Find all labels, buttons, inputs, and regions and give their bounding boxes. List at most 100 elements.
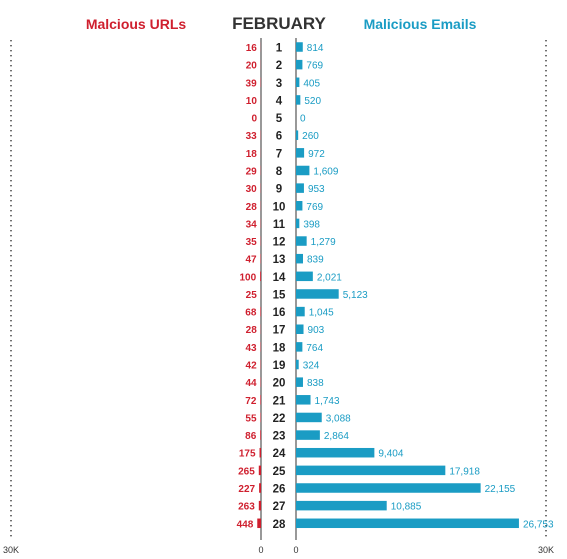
url-value-label: 29 bbox=[246, 166, 258, 177]
email-value-label: 17,918 bbox=[449, 466, 480, 477]
url-bar bbox=[258, 500, 261, 511]
email-value-label: 764 bbox=[306, 343, 323, 354]
right-max-tick: 30K bbox=[538, 545, 554, 555]
day-label: 28 bbox=[273, 519, 286, 531]
email-bar bbox=[296, 483, 481, 493]
url-bar bbox=[259, 447, 261, 458]
email-value-label: 1,045 bbox=[309, 308, 334, 319]
day-label: 6 bbox=[276, 131, 282, 143]
day-label: 10 bbox=[273, 201, 286, 213]
day-label: 4 bbox=[276, 95, 283, 107]
day-label: 27 bbox=[273, 501, 286, 513]
left-zero-tick: 0 bbox=[258, 545, 263, 555]
url-value-label: 263 bbox=[238, 502, 255, 513]
url-value-label: 100 bbox=[239, 272, 256, 283]
email-bar bbox=[296, 236, 307, 246]
day-label: 8 bbox=[276, 166, 283, 178]
email-value-label: 520 bbox=[304, 96, 321, 107]
email-bar bbox=[296, 218, 300, 229]
email-value-label: 398 bbox=[303, 219, 320, 230]
url-value-label: 33 bbox=[246, 131, 258, 142]
email-value-label: 1,609 bbox=[313, 166, 338, 177]
email-value-label: 9,404 bbox=[378, 449, 403, 460]
email-bar bbox=[296, 500, 387, 511]
day-label: 21 bbox=[273, 395, 286, 407]
url-value-label: 55 bbox=[245, 413, 257, 424]
email-bar bbox=[296, 324, 304, 334]
day-label: 7 bbox=[276, 148, 282, 160]
url-value-label: 34 bbox=[246, 219, 258, 230]
day-label: 12 bbox=[273, 237, 286, 249]
email-value-label: 324 bbox=[303, 361, 320, 372]
email-bar bbox=[296, 430, 320, 440]
url-value-label: 265 bbox=[238, 466, 255, 477]
url-value-label: 43 bbox=[246, 343, 258, 354]
url-bar bbox=[260, 395, 261, 405]
url-value-label: 448 bbox=[237, 519, 254, 530]
day-label: 15 bbox=[273, 289, 286, 301]
email-bar bbox=[296, 518, 519, 529]
email-bar bbox=[296, 377, 303, 387]
email-bar bbox=[296, 165, 310, 176]
url-value-label: 0 bbox=[251, 114, 257, 125]
chart-title: FEBRUARY bbox=[232, 14, 326, 33]
email-value-label: 769 bbox=[306, 61, 323, 72]
url-value-label: 30 bbox=[246, 184, 258, 195]
email-value-label: 0 bbox=[300, 114, 306, 125]
email-bar bbox=[296, 42, 303, 52]
url-value-label: 39 bbox=[246, 78, 258, 89]
email-bar bbox=[296, 306, 305, 317]
email-value-label: 3,088 bbox=[326, 413, 351, 424]
left-series-title: Malcious URLs bbox=[86, 16, 187, 32]
email-bar bbox=[296, 342, 303, 352]
right-zero-tick: 0 bbox=[293, 545, 298, 555]
day-label: 25 bbox=[273, 466, 286, 478]
right-series-title: Malicious Emails bbox=[364, 16, 477, 32]
email-value-label: 2,021 bbox=[317, 272, 342, 283]
email-value-label: 769 bbox=[306, 202, 323, 213]
email-value-label: 260 bbox=[302, 131, 319, 142]
day-label: 11 bbox=[273, 219, 286, 231]
email-bar bbox=[296, 183, 304, 193]
email-value-label: 405 bbox=[303, 78, 320, 89]
day-label: 24 bbox=[273, 448, 286, 460]
url-value-label: 47 bbox=[245, 255, 257, 266]
url-bar bbox=[259, 483, 261, 493]
url-value-label: 86 bbox=[245, 431, 257, 442]
url-bar bbox=[260, 271, 261, 282]
email-value-label: 26,753 bbox=[523, 519, 554, 530]
email-value-label: 953 bbox=[308, 184, 325, 195]
email-bar bbox=[296, 289, 339, 299]
url-value-label: 175 bbox=[239, 449, 256, 460]
email-bar bbox=[296, 253, 303, 264]
day-label: 9 bbox=[276, 184, 282, 196]
email-value-label: 22,155 bbox=[485, 484, 516, 495]
day-label: 18 bbox=[273, 342, 286, 354]
email-bar bbox=[296, 148, 305, 158]
url-value-label: 18 bbox=[246, 149, 258, 160]
url-bar bbox=[260, 306, 261, 317]
url-value-label: 28 bbox=[246, 325, 258, 336]
day-label: 14 bbox=[273, 272, 286, 284]
day-label: 3 bbox=[276, 78, 282, 90]
url-value-label: 68 bbox=[245, 308, 257, 319]
url-value-label: 72 bbox=[245, 396, 257, 407]
email-bar bbox=[296, 95, 301, 105]
email-value-label: 1,279 bbox=[311, 237, 336, 248]
email-bar bbox=[296, 77, 300, 88]
url-value-label: 20 bbox=[246, 61, 258, 72]
day-label: 20 bbox=[273, 378, 286, 390]
email-value-label: 814 bbox=[307, 43, 324, 54]
email-bar bbox=[296, 130, 299, 140]
url-value-label: 25 bbox=[246, 290, 258, 301]
email-bar bbox=[296, 59, 303, 70]
email-value-label: 903 bbox=[308, 325, 325, 336]
email-value-label: 10,885 bbox=[391, 502, 422, 513]
day-label: 23 bbox=[273, 431, 286, 443]
email-bar bbox=[296, 201, 303, 211]
email-value-label: 972 bbox=[308, 149, 325, 160]
url-value-label: 10 bbox=[246, 96, 258, 107]
email-bar bbox=[296, 465, 446, 476]
